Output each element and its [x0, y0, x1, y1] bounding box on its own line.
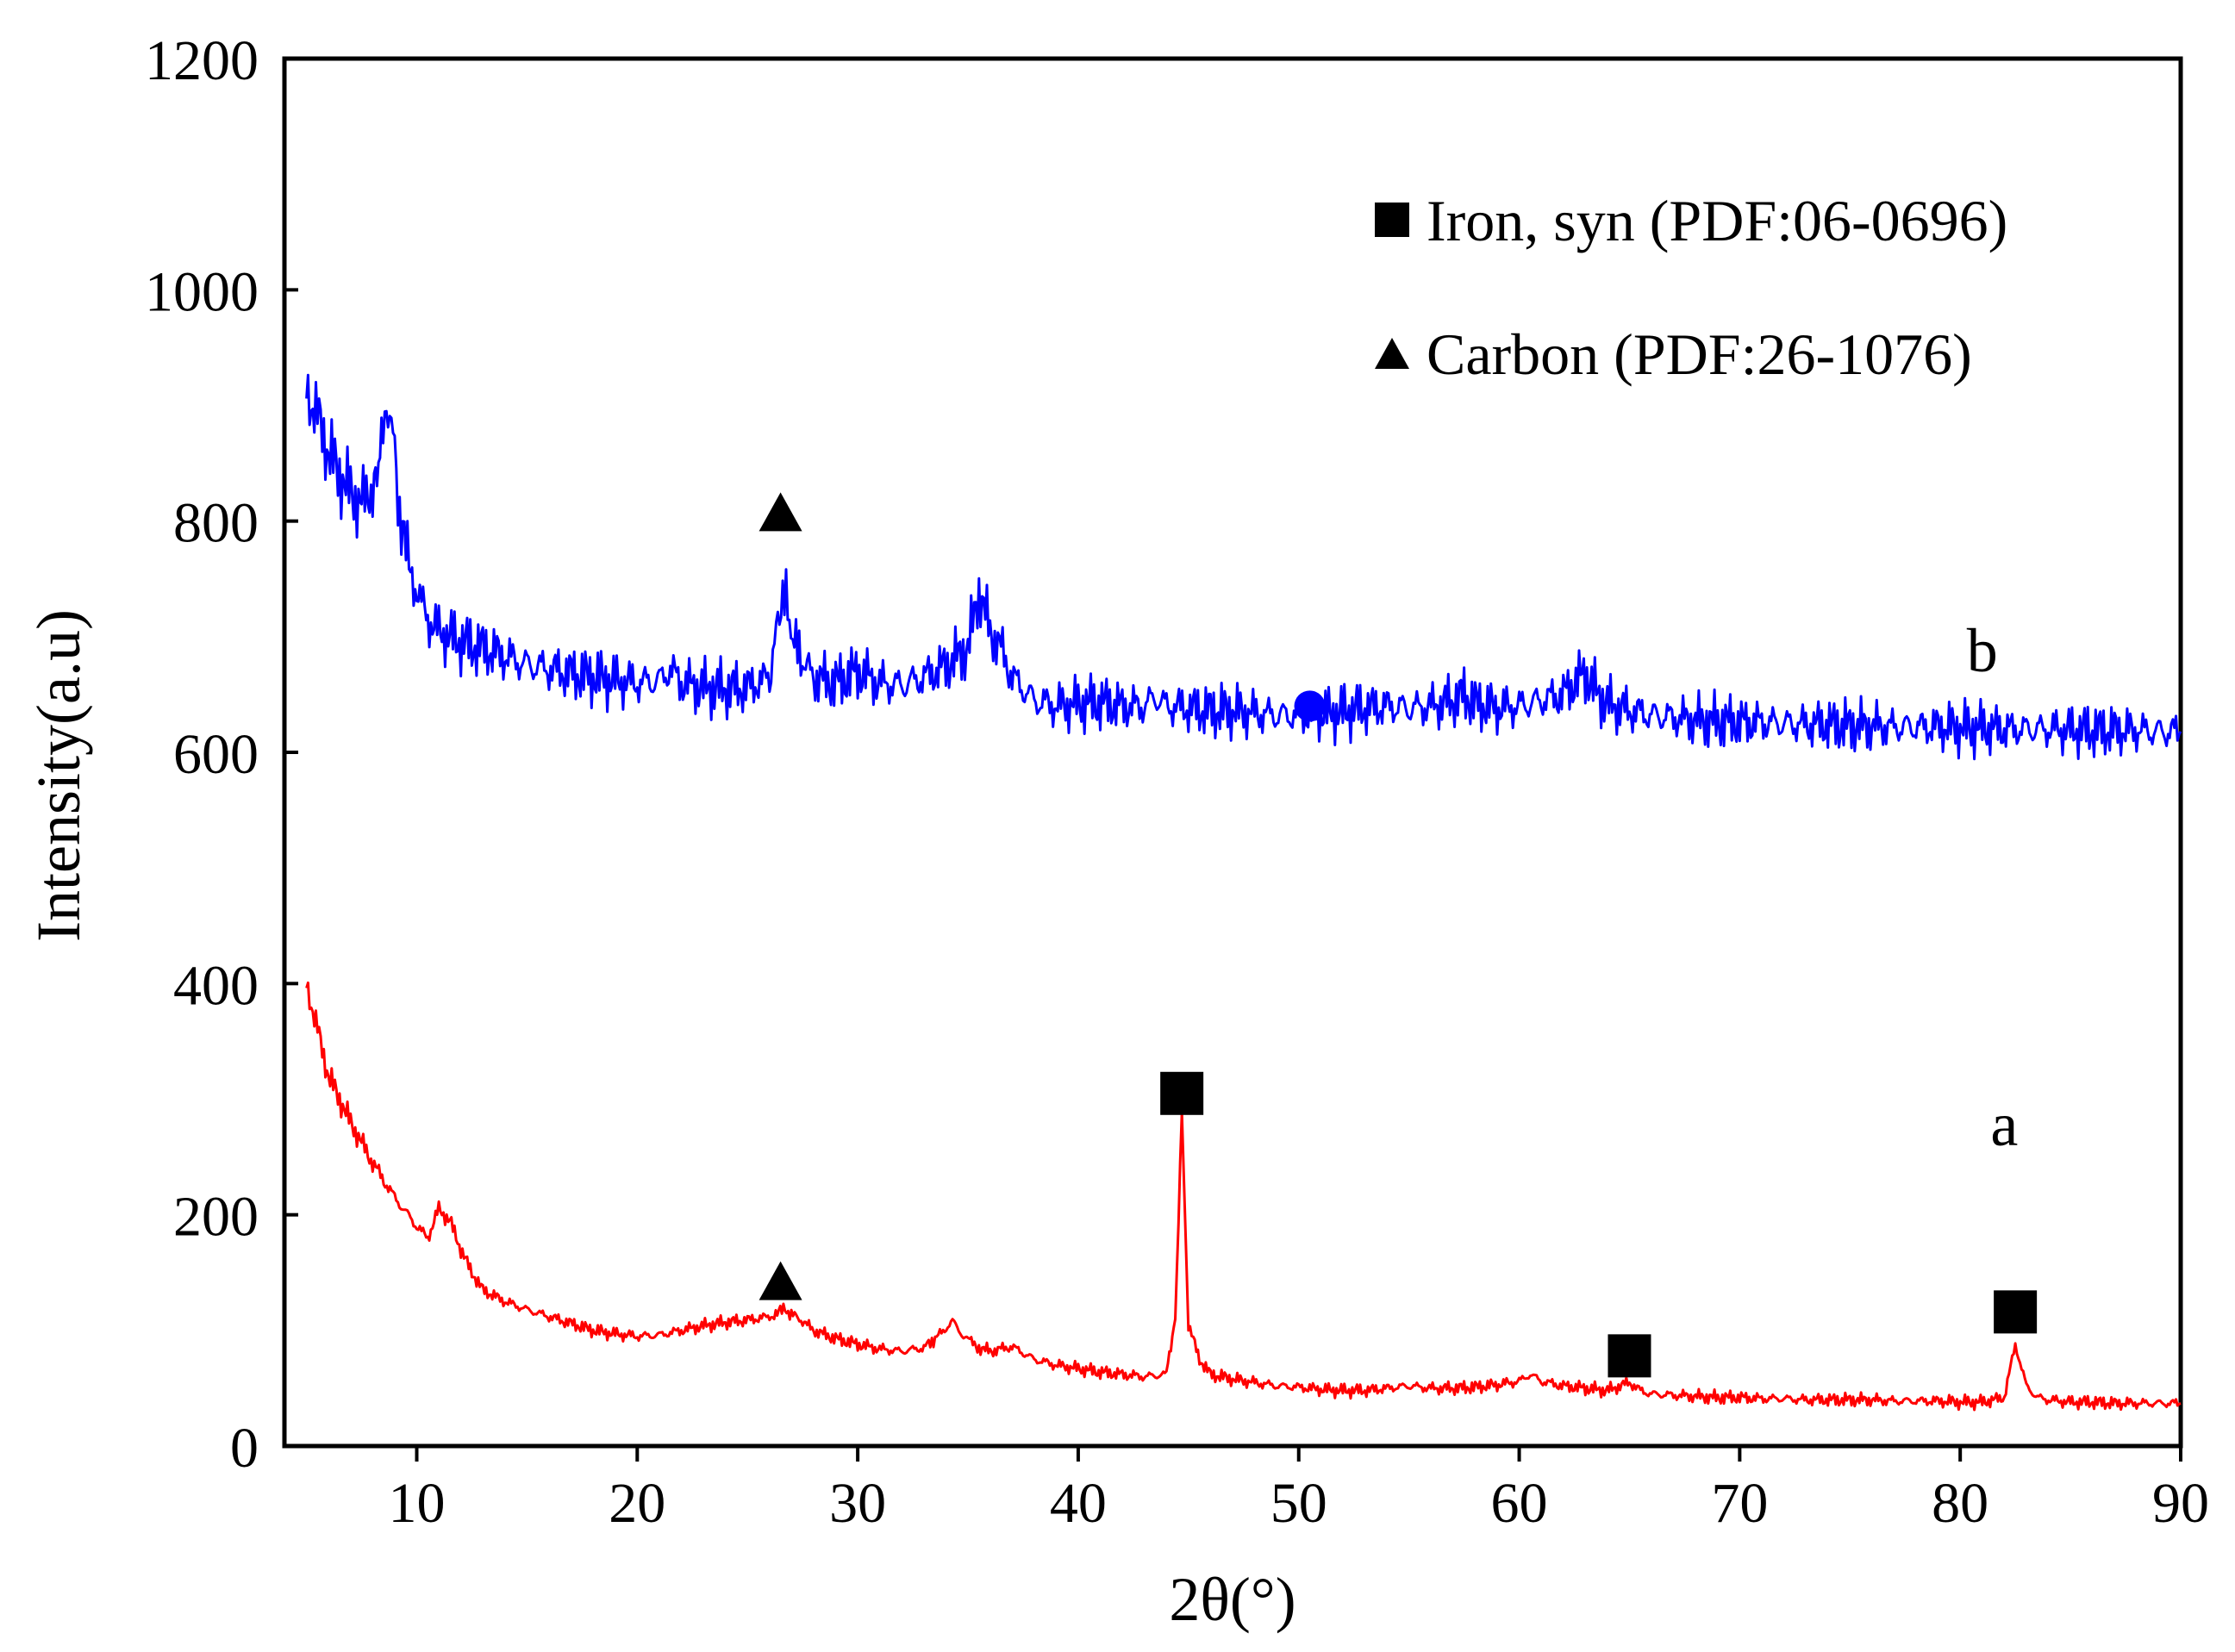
circle-peak-marker [1294, 690, 1326, 722]
legend-square-icon [1375, 203, 1409, 237]
square-peak-marker [1994, 1290, 2038, 1334]
x-tick-label: 90 [2152, 1472, 2209, 1535]
series-line-b [305, 373, 2182, 761]
series-group: ab [305, 373, 2182, 1412]
y-tick-label: 600 [173, 723, 259, 786]
x-tick-label: 60 [1491, 1472, 1548, 1535]
triangle-peak-marker [759, 492, 802, 532]
x-axis-title: 2θ(°) [1169, 1565, 1295, 1634]
series-label-a: a [1990, 1090, 2018, 1159]
series-label-b: b [1967, 616, 1998, 685]
legend: Iron, syn (PDF:06-0696) Carbon (PDF:26-10… [1375, 188, 2007, 387]
triangle-peak-marker [759, 1261, 802, 1300]
square-peak-marker [1608, 1334, 1651, 1378]
peak-markers [759, 492, 2038, 1378]
x-tick-label: 30 [829, 1472, 886, 1535]
y-tick-label: 1000 [145, 260, 259, 323]
series-line-a [305, 981, 2182, 1412]
plot-area [282, 56, 2183, 1449]
y-tick-label: 800 [173, 492, 259, 555]
y-axis-ticks: 0 200 400 600 800 1000 1200 [145, 29, 298, 1480]
x-tick-label: 50 [1270, 1472, 1327, 1535]
y-tick-label: 0 [230, 1417, 259, 1480]
x-tick-label: 80 [1932, 1472, 1988, 1535]
y-tick-label: 1200 [145, 29, 259, 92]
x-tick-label: 70 [1711, 1472, 1768, 1535]
legend-label: Carbon (PDF:26-1076) [1427, 321, 1972, 387]
y-tick-label: 400 [173, 954, 259, 1017]
y-tick-label: 200 [173, 1186, 259, 1249]
x-tick-label: 40 [1050, 1472, 1107, 1535]
legend-label: Iron, syn (PDF:06-0696) [1427, 188, 2007, 253]
y-axis-title: Intensity(a.u) [24, 609, 93, 942]
x-tick-label: 20 [609, 1472, 665, 1535]
legend-triangle-icon [1375, 338, 1409, 369]
x-tick-label: 10 [388, 1472, 445, 1535]
x-axis-ticks: 10 20 30 40 50 60 70 80 90 [388, 1446, 2209, 1535]
square-peak-marker [1160, 1071, 1204, 1115]
